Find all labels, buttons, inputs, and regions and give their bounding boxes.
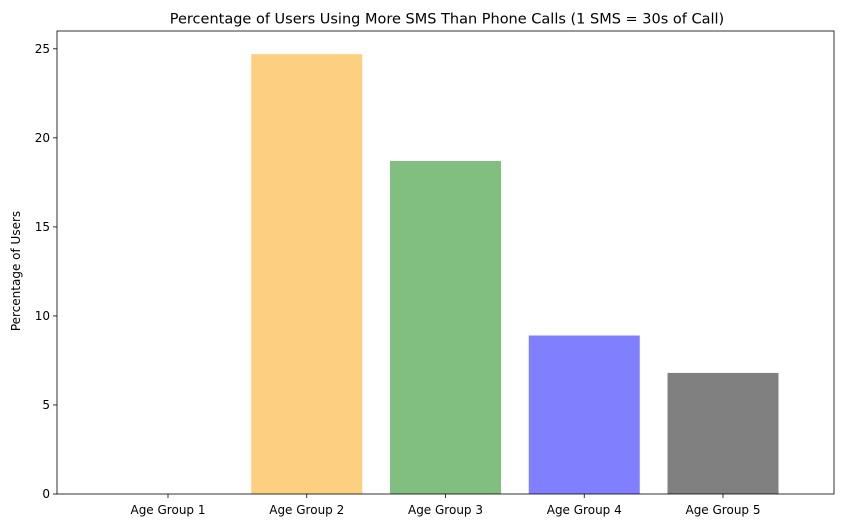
bar-5 xyxy=(667,372,779,494)
y-tick-label: 25 xyxy=(35,42,50,56)
bar-2 xyxy=(251,54,363,495)
y-tick-label: 15 xyxy=(35,220,50,234)
x-tick-label: Age Group 1 xyxy=(130,503,205,517)
y-tick-label: 10 xyxy=(35,309,50,323)
x-tick-label: Age Group 4 xyxy=(547,503,622,517)
x-tick-label: Age Group 5 xyxy=(685,503,760,517)
y-tick-label: 20 xyxy=(35,131,50,145)
bar-4 xyxy=(528,335,640,494)
y-tick-label: 5 xyxy=(42,398,50,412)
y-axis-label: Percentage of Users xyxy=(9,211,23,331)
chart-title: Percentage of Users Using More SMS Than … xyxy=(170,12,724,28)
plot-area: 0 5 10 15 20 25 Age Group 1 Age Group 2 Age Grou… xyxy=(35,30,835,517)
bar-3 xyxy=(390,161,501,494)
x-tick-label: Age Group 3 xyxy=(408,503,483,517)
x-tick-label: Age Group 2 xyxy=(269,503,344,517)
y-tick-label: 0 xyxy=(42,487,50,501)
